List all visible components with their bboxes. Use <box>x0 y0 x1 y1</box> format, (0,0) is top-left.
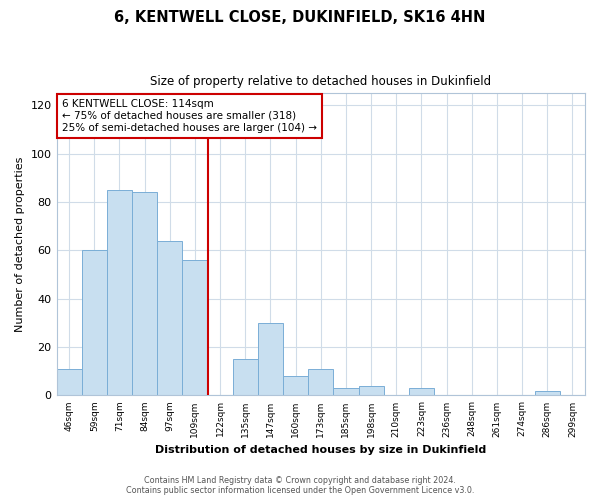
Bar <box>334 388 359 396</box>
Text: Contains HM Land Registry data © Crown copyright and database right 2024.
Contai: Contains HM Land Registry data © Crown c… <box>126 476 474 495</box>
Title: Size of property relative to detached houses in Dukinfield: Size of property relative to detached ho… <box>150 75 491 88</box>
Bar <box>182 260 208 396</box>
Bar <box>409 388 434 396</box>
Bar <box>283 376 308 396</box>
Bar <box>132 192 157 396</box>
X-axis label: Distribution of detached houses by size in Dukinfield: Distribution of detached houses by size … <box>155 445 487 455</box>
Bar <box>56 369 82 396</box>
Bar <box>82 250 107 396</box>
Bar <box>308 369 334 396</box>
Y-axis label: Number of detached properties: Number of detached properties <box>15 156 25 332</box>
Text: 6 KENTWELL CLOSE: 114sqm
← 75% of detached houses are smaller (318)
25% of semi-: 6 KENTWELL CLOSE: 114sqm ← 75% of detach… <box>62 100 317 132</box>
Bar <box>157 241 182 396</box>
Bar <box>107 190 132 396</box>
Text: 6, KENTWELL CLOSE, DUKINFIELD, SK16 4HN: 6, KENTWELL CLOSE, DUKINFIELD, SK16 4HN <box>115 10 485 25</box>
Bar <box>535 390 560 396</box>
Bar <box>258 323 283 396</box>
Bar <box>233 359 258 396</box>
Bar <box>359 386 383 396</box>
